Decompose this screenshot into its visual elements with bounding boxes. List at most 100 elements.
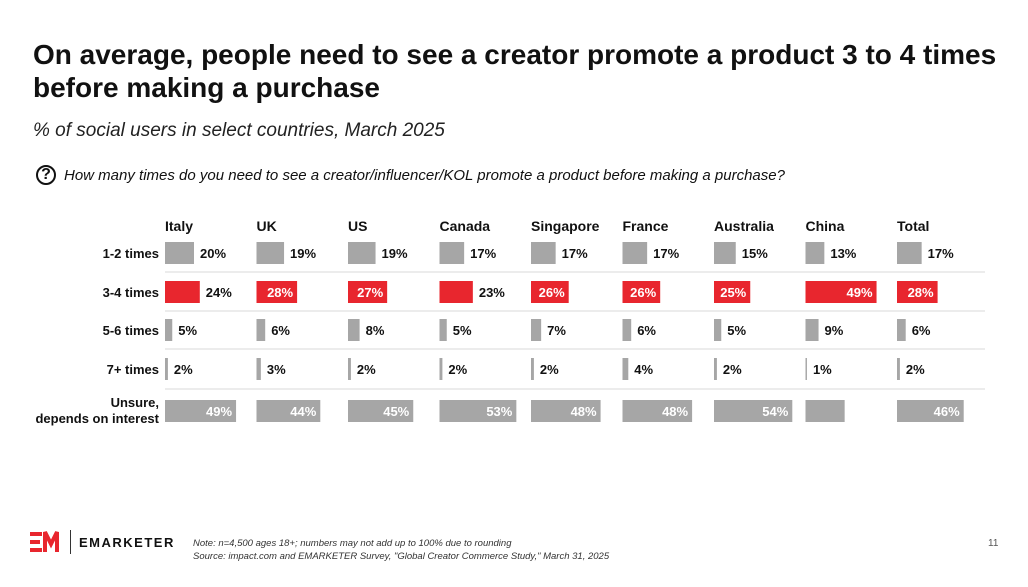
data-label: 5%	[453, 323, 472, 338]
survey-question: ? How many times do you need to see a cr…	[36, 165, 785, 185]
bar	[531, 281, 569, 303]
chart-title: On average, people need to see a creator…	[33, 39, 997, 103]
bar	[805, 358, 807, 380]
bar	[439, 319, 447, 341]
bar	[622, 242, 648, 264]
bar	[439, 400, 517, 422]
data-label: 6%	[637, 323, 656, 338]
data-label: 6%	[271, 323, 290, 338]
data-label: 1%	[813, 362, 832, 377]
logo-divider	[70, 530, 71, 554]
bar	[531, 242, 556, 264]
bar	[439, 242, 465, 264]
data-label: 5%	[178, 323, 197, 338]
data-label: 46%	[934, 404, 960, 419]
bar	[897, 319, 906, 341]
bar	[622, 400, 693, 422]
chart-subtitle: % of social users in select countries, M…	[33, 120, 445, 141]
bar	[256, 400, 321, 422]
bar	[531, 319, 542, 341]
bar	[714, 400, 793, 422]
source-note: Source: impact.com and EMARKETER Survey,…	[193, 551, 610, 562]
data-label: 25%	[720, 285, 746, 300]
bar	[256, 242, 285, 264]
bar	[256, 281, 298, 303]
bar	[897, 281, 938, 303]
data-label: 48%	[662, 404, 688, 419]
data-label: 17%	[470, 246, 496, 261]
bar	[348, 242, 376, 264]
em-logo-icon	[30, 531, 59, 552]
bar	[531, 358, 534, 380]
column-label: Total	[897, 218, 929, 234]
bar	[165, 281, 200, 303]
data-label: 7%	[547, 323, 566, 338]
data-label: 2%	[723, 362, 742, 377]
bar	[714, 358, 717, 380]
bar	[439, 281, 473, 303]
data-label: 5%	[727, 323, 746, 338]
column-label: Italy	[165, 218, 193, 234]
column-label: US	[348, 218, 367, 234]
bar	[531, 400, 601, 422]
row-label: 5-6 times	[103, 323, 159, 338]
data-label: 2%	[174, 362, 193, 377]
data-label: 28%	[908, 285, 934, 300]
data-label: 8%	[366, 323, 385, 338]
bar	[165, 358, 168, 380]
footnote: Note: n=4,500 ages 18+; numbers may not …	[193, 538, 512, 549]
bar	[256, 319, 266, 341]
row-label: 1-2 times	[103, 246, 159, 261]
data-label: 17%	[928, 246, 954, 261]
row-label: Unsure,	[111, 395, 159, 410]
data-label: 2%	[906, 362, 925, 377]
bar	[165, 400, 237, 422]
data-label: 26%	[539, 285, 565, 300]
bar	[897, 400, 964, 422]
data-label: 19%	[382, 246, 408, 261]
data-label: 6%	[912, 323, 931, 338]
data-label: 13%	[830, 246, 856, 261]
data-label: 19%	[290, 246, 316, 261]
bar	[897, 242, 922, 264]
bar	[439, 358, 443, 380]
data-label: 2%	[357, 362, 376, 377]
data-label: 17%	[562, 246, 588, 261]
data-label: 15%	[742, 246, 768, 261]
bar	[805, 281, 877, 303]
column-label: China	[806, 218, 845, 234]
data-label: 2%	[448, 362, 467, 377]
data-label: 28%	[267, 285, 293, 300]
data-label: 3%	[267, 362, 286, 377]
data-label: 2%	[540, 362, 559, 377]
bar	[348, 400, 414, 422]
bar	[622, 358, 629, 380]
data-label: 27%	[357, 285, 383, 300]
bar	[897, 358, 900, 380]
row-label: depends on interest	[35, 411, 159, 426]
data-label: 9%	[825, 323, 844, 338]
bar	[165, 242, 194, 264]
column-label: Australia	[714, 218, 774, 234]
bar	[805, 400, 845, 422]
footer-notes: Note: n=4,500 ages 18+; numbers may not …	[193, 537, 609, 563]
data-label: 23%	[479, 285, 505, 300]
column-label: Singapore	[531, 218, 600, 234]
question-circle-icon: ?	[36, 165, 56, 185]
bar	[165, 319, 173, 341]
bar	[805, 242, 825, 264]
bar	[348, 281, 388, 303]
bar	[622, 281, 661, 303]
page-number: 11	[988, 538, 999, 549]
bar	[714, 319, 722, 341]
column-label: France	[623, 218, 669, 234]
data-label: 54%	[762, 404, 788, 419]
data-label: 45%	[383, 404, 409, 419]
bar	[805, 319, 819, 341]
data-label: 48%	[571, 404, 597, 419]
data-label: 53%	[486, 404, 512, 419]
column-label: Canada	[440, 218, 491, 234]
bar	[714, 242, 736, 264]
brand-name: EMARKETER	[79, 534, 175, 550]
